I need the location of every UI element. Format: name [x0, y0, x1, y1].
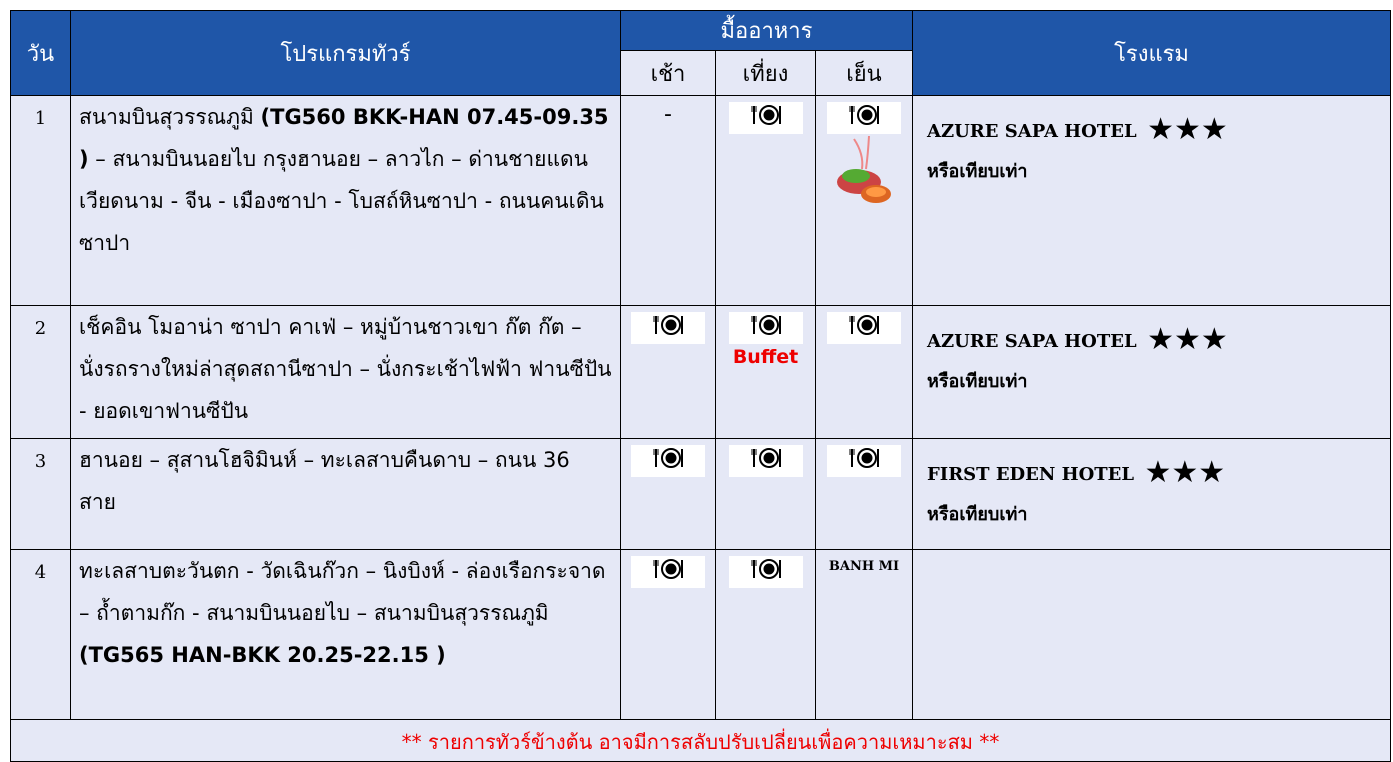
hotel-name: AZURE SAPA HOTEL: [927, 331, 1137, 352]
plate-icon: [849, 315, 879, 335]
plate-icon: [849, 448, 879, 468]
plate-icon: [653, 315, 683, 335]
plate-box: [728, 312, 803, 344]
tour-table: วัน โปรแกรมทัวร์ มื้ออาหาร โรงแรม เช้า เ…: [10, 10, 1391, 762]
meal: BANH MI: [815, 549, 913, 720]
meal: [715, 438, 816, 550]
hotel-line: FIRST EDEN HOTEL ★★★: [927, 453, 1376, 495]
plate-box: [631, 445, 705, 477]
header-program: โปรแกรมทัวร์: [70, 10, 621, 96]
plate-box: [827, 102, 901, 134]
header-lunch: เที่ยง: [715, 50, 816, 96]
hotel-alt: หรือเทียบเท่า: [927, 371, 1028, 392]
plate-box: [827, 312, 901, 344]
program: ฮานอย – สุสานโฮจิมินห์ – ทะเลสาบคืนดาบ –…: [70, 438, 621, 550]
hotel-stars: ★★★: [1134, 455, 1226, 490]
header-dinner: เย็น: [815, 50, 913, 96]
plate-box: [728, 102, 803, 134]
hotel: FIRST EDEN HOTEL ★★★ หรือเทียบเท่า: [912, 438, 1391, 550]
meal: [620, 549, 716, 720]
meal-note: Buffet: [732, 346, 799, 368]
plate-icon: [653, 559, 683, 579]
hotel-name: FIRST EDEN HOTEL: [927, 464, 1135, 485]
hotel-line: AZURE SAPA HOTEL ★★★: [927, 320, 1376, 362]
header-hotel: โรงแรม: [912, 10, 1391, 96]
footer-row: ** รายการทัวร์ข้างต้น อาจมีการสลับปรับเป…: [10, 719, 1391, 762]
hotel: AZURE SAPA HOTEL ★★★ หรือเทียบเท่า: [912, 95, 1391, 306]
day-row: 1 สนามบินสุวรรณภูมิ (TG560 BKK-HAN 07.45-…: [10, 95, 1391, 306]
hotel-line: AZURE SAPA HOTEL ★★★: [927, 110, 1376, 152]
plate-box: [728, 556, 803, 588]
meal-text: BANH MI: [828, 559, 900, 574]
meal: [620, 438, 716, 550]
hotel-alt: หรือเทียบเท่า: [927, 161, 1028, 182]
header-breakfast: เช้า: [620, 50, 716, 96]
program-text: (TG565 HAN-BKK 20.25-22.15 ): [79, 643, 446, 667]
program-text: สนามบินสุวรรณภูมิ: [79, 105, 261, 129]
plate-icon: [849, 105, 879, 125]
program-text: – สนามบินนอยไบ กรุงฮานอย – ลาวไก – ด่านช…: [79, 147, 604, 255]
footer-note: ** รายการทัวร์ข้างต้น อาจมีการสลับปรับเป…: [10, 719, 1391, 762]
meal: [815, 305, 913, 439]
program-text: (TG560 BKK-HAN 07.45-09.35 ): [79, 105, 609, 171]
program-text: ทะเลสาบตะวันตก - วัดเฉินก๊วก – นิงบิงห์ …: [79, 559, 606, 625]
plate-icon: [751, 105, 781, 125]
plate-box: [827, 445, 901, 477]
day-number: 4: [10, 549, 71, 720]
food-photo: [837, 135, 891, 203]
food-photo-box: [816, 134, 912, 213]
program-text: ฮานอย – สุสานโฮจิมินห์ – ทะเลสาบคืนดาบ –…: [79, 448, 570, 514]
day-row: 3 ฮานอย – สุสานโฮจิมินห์ – ทะเลสาบคืนดาบ …: [10, 438, 1391, 550]
day-number: 3: [10, 438, 71, 550]
header-day: วัน: [10, 10, 71, 96]
meal: [815, 95, 913, 306]
hotel-name: AZURE SAPA HOTEL: [927, 121, 1137, 142]
program: สนามบินสุวรรณภูมิ (TG560 BKK-HAN 07.45-0…: [70, 95, 621, 306]
meal: [715, 549, 816, 720]
meal: -: [620, 95, 716, 306]
hotel: [912, 549, 1391, 720]
hotel-stars: ★★★: [1136, 112, 1228, 147]
hotel: AZURE SAPA HOTEL ★★★ หรือเทียบเท่า: [912, 305, 1391, 439]
meal: [620, 305, 716, 439]
day-row: 4 ทะเลสาบตะวันตก - วัดเฉินก๊วก – นิงบิงห์…: [10, 549, 1391, 720]
hotel-alt: หรือเทียบเท่า: [927, 504, 1028, 525]
program: เช็คอิน โมอาน่า ซาปา คาเฟ่ – หมู่บ้านชาว…: [70, 305, 621, 439]
plate-box: [728, 445, 803, 477]
program-text: เช็คอิน โมอาน่า ซาปา คาเฟ่ – หมู่บ้านชาว…: [79, 315, 612, 423]
day-row: 2 เช็คอิน โมอาน่า ซาปา คาเฟ่ – หมู่บ้านชา…: [10, 305, 1391, 439]
plate-icon: [751, 315, 781, 335]
plate-icon: [653, 448, 683, 468]
meal: [715, 95, 816, 306]
plate-icon: [751, 559, 781, 579]
program: ทะเลสาบตะวันตก - วัดเฉินก๊วก – นิงบิงห์ …: [70, 549, 621, 720]
header-meals: มื้ออาหาร: [620, 10, 913, 51]
plate-box: [631, 312, 705, 344]
meal: Buffet: [715, 305, 816, 439]
meal-text: -: [664, 102, 672, 127]
day-number: 1: [10, 95, 71, 306]
plate-box: [631, 556, 705, 588]
meal: [815, 438, 913, 550]
day-number: 2: [10, 305, 71, 439]
hotel-stars: ★★★: [1136, 322, 1228, 357]
plate-icon: [751, 448, 781, 468]
